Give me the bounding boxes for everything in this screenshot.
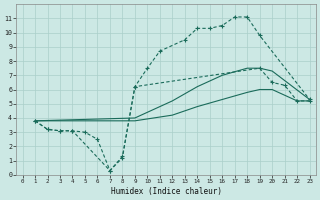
- X-axis label: Humidex (Indice chaleur): Humidex (Indice chaleur): [111, 187, 221, 196]
